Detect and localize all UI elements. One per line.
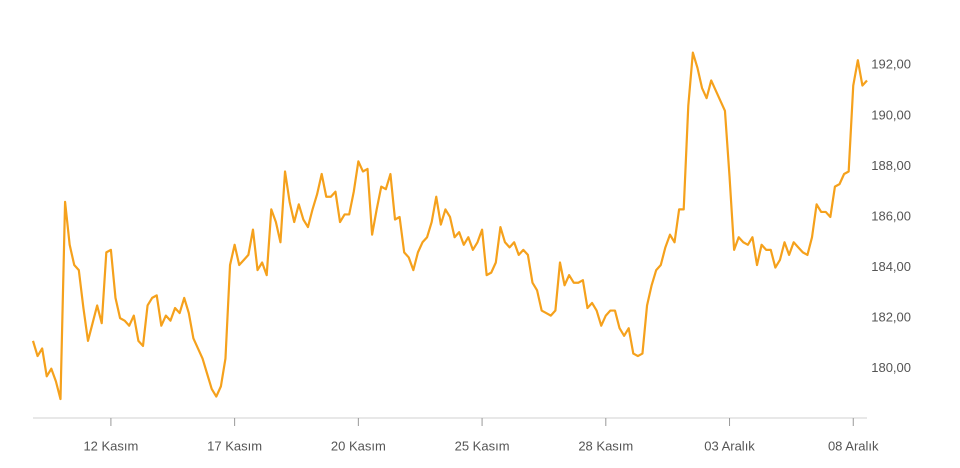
- price-line: [31, 51, 868, 401]
- x-tick-label: 08 Aralık: [828, 438, 879, 453]
- y-tick-label: 186,00: [871, 208, 911, 223]
- y-tick-label: 190,00: [871, 107, 911, 122]
- y-tick-label: 188,00: [871, 158, 911, 173]
- x-tick-label: 28 Kasım: [578, 438, 633, 453]
- y-tick-label: 180,00: [871, 360, 911, 375]
- x-tick-label: 25 Kasım: [455, 438, 510, 453]
- x-tick-label: 17 Kasım: [207, 438, 262, 453]
- y-tick-label: 182,00: [871, 310, 911, 325]
- y-tick-label: 184,00: [871, 259, 911, 274]
- x-tick-label: 20 Kasım: [331, 438, 386, 453]
- y-tick-label: 192,00: [871, 57, 911, 72]
- x-tick-label: 12 Kasım: [83, 438, 138, 453]
- x-tick-label: 03 Aralık: [704, 438, 755, 453]
